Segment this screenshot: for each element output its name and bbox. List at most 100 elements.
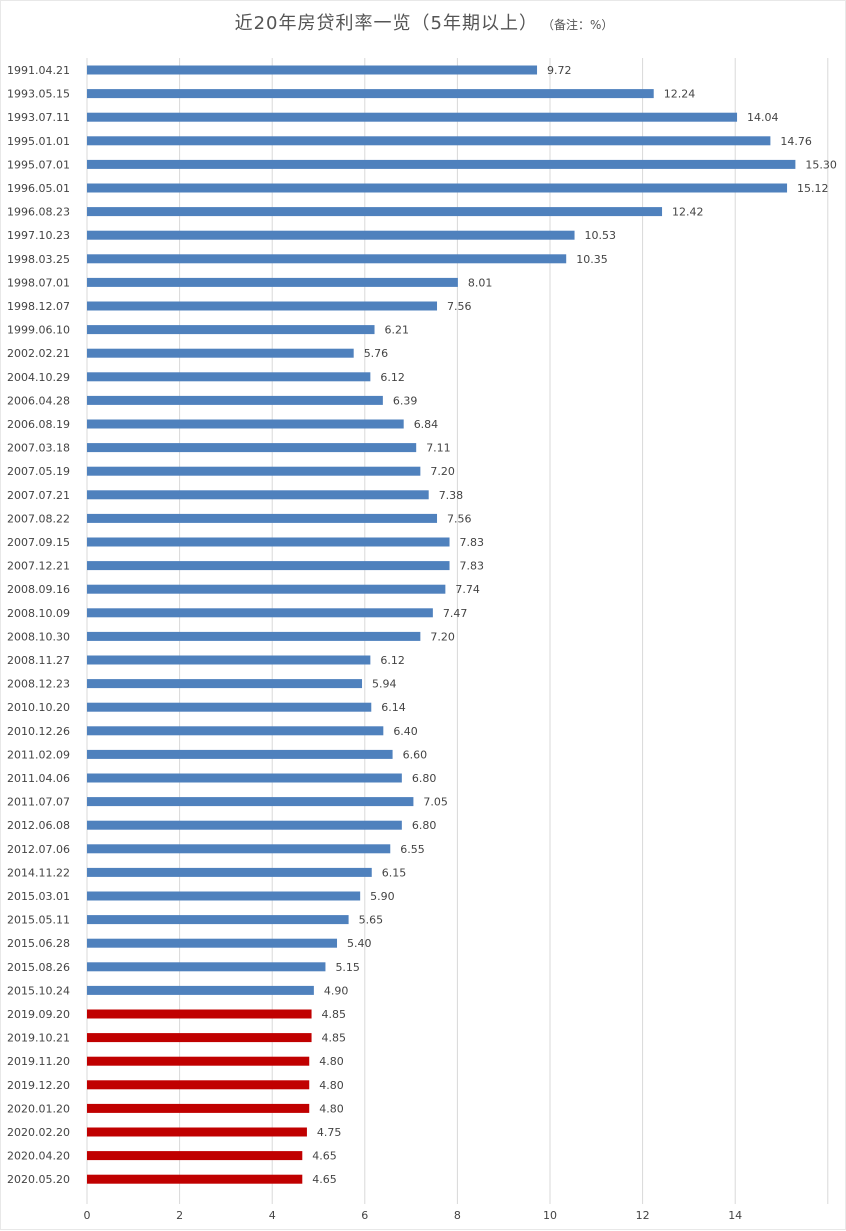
bar — [87, 655, 371, 665]
category-label: 1996.05.01 — [7, 182, 70, 195]
value-label: 6.84 — [414, 418, 439, 431]
category-label: 2008.12.23 — [7, 678, 70, 691]
value-label: 7.83 — [460, 560, 485, 573]
x-tick-label: 8 — [454, 1209, 461, 1222]
bar — [87, 466, 421, 476]
bar — [87, 372, 371, 382]
category-label: 2019.10.21 — [7, 1032, 70, 1045]
bar — [87, 938, 338, 948]
value-label: 4.85 — [322, 1032, 347, 1045]
category-label: 2015.06.28 — [7, 937, 70, 950]
x-tick-label: 12 — [636, 1209, 650, 1222]
bar — [87, 797, 414, 807]
category-label: 2019.12.20 — [7, 1079, 70, 1092]
bar — [87, 561, 450, 571]
value-label: 15.30 — [805, 158, 837, 171]
category-label: 2019.09.20 — [7, 1008, 70, 1021]
category-label: 1995.01.01 — [7, 135, 70, 148]
value-label: 8.01 — [468, 276, 493, 289]
value-label: 7.74 — [455, 583, 480, 596]
category-label: 1995.07.01 — [7, 158, 70, 171]
chart-title-row: 近20年房贷利率一览（5年期以上） （备注：%） — [1, 9, 846, 35]
bar — [87, 773, 402, 783]
value-label: 7.20 — [430, 630, 455, 643]
value-label: 14.76 — [780, 135, 812, 148]
chart-unit-note: （备注：%） — [547, 18, 614, 32]
value-label: 9.72 — [547, 64, 572, 77]
bar — [87, 136, 771, 146]
category-label: 2015.08.26 — [7, 961, 70, 974]
bar — [87, 726, 384, 736]
bar — [87, 1174, 303, 1184]
category-label: 1993.07.11 — [7, 111, 70, 124]
category-label: 2007.08.22 — [7, 512, 70, 525]
bar — [87, 749, 393, 759]
x-tick-label: 0 — [84, 1209, 91, 1222]
category-label: 2015.05.11 — [7, 914, 70, 927]
value-label: 6.80 — [412, 772, 437, 785]
category-label: 2020.04.20 — [7, 1150, 70, 1163]
category-label: 1998.03.25 — [7, 253, 70, 266]
value-label: 5.40 — [347, 937, 372, 950]
chart-title: 近20年房贷利率一览（5年期以上） — [234, 13, 538, 34]
value-label: 6.39 — [393, 394, 418, 407]
bar — [87, 183, 788, 193]
category-label: 2011.02.09 — [7, 748, 70, 761]
value-label: 7.38 — [439, 489, 464, 502]
category-label: 2020.02.20 — [7, 1126, 70, 1139]
bar — [87, 89, 654, 99]
value-label: 7.05 — [423, 796, 448, 809]
category-label: 1991.04.21 — [7, 64, 70, 77]
value-label: 5.65 — [359, 914, 384, 927]
bar — [87, 513, 438, 523]
bar — [87, 419, 404, 429]
category-label: 1993.05.15 — [7, 88, 70, 101]
x-tick-label: 10 — [543, 1209, 557, 1222]
x-tick-label: 2 — [176, 1209, 183, 1222]
bar — [87, 1009, 312, 1019]
bar — [87, 325, 375, 335]
value-label: 12.24 — [664, 88, 696, 101]
value-label: 6.15 — [382, 866, 407, 879]
bar — [87, 112, 738, 122]
bar — [87, 631, 421, 641]
category-label: 2007.05.19 — [7, 465, 70, 478]
category-label: 1998.07.01 — [7, 276, 70, 289]
bar — [87, 891, 361, 901]
category-label: 2010.10.20 — [7, 701, 70, 714]
bar — [87, 962, 326, 972]
category-label: 1996.08.23 — [7, 206, 70, 219]
bar — [87, 1103, 310, 1113]
bar — [87, 985, 314, 995]
category-label: 2002.02.21 — [7, 347, 70, 360]
value-label: 6.21 — [385, 324, 410, 337]
category-label: 2020.05.20 — [7, 1173, 70, 1186]
value-label: 4.80 — [319, 1055, 344, 1068]
category-label: 2019.11.20 — [7, 1055, 70, 1068]
bar — [87, 1080, 310, 1090]
value-label: 6.60 — [403, 748, 428, 761]
category-label: 2007.03.18 — [7, 442, 70, 455]
bar — [87, 159, 796, 169]
value-label: 6.12 — [380, 654, 405, 667]
category-label: 2010.12.26 — [7, 725, 70, 738]
value-label: 5.94 — [372, 678, 397, 691]
value-label: 4.90 — [324, 984, 349, 997]
bar — [87, 820, 402, 830]
category-label: 2011.04.06 — [7, 772, 70, 785]
value-label: 4.65 — [312, 1150, 337, 1163]
category-label: 2008.10.30 — [7, 630, 70, 643]
bar — [87, 254, 567, 264]
bar — [87, 1056, 310, 1066]
category-label: 2015.03.01 — [7, 890, 70, 903]
bar — [87, 348, 354, 358]
bar — [87, 443, 417, 453]
bar — [87, 301, 438, 311]
category-label: 2007.12.21 — [7, 560, 70, 573]
value-label: 5.90 — [370, 890, 395, 903]
value-label: 5.15 — [335, 961, 360, 974]
bar — [87, 230, 575, 240]
bar — [87, 65, 538, 75]
bar — [87, 395, 383, 405]
